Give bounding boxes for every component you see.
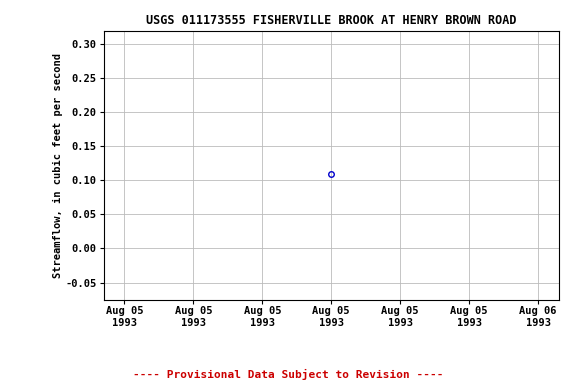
Text: ---- Provisional Data Subject to Revision ----: ---- Provisional Data Subject to Revisio… (132, 369, 444, 380)
Title: USGS 011173555 FISHERVILLE BROOK AT HENRY BROWN ROAD: USGS 011173555 FISHERVILLE BROOK AT HENR… (146, 14, 517, 27)
Y-axis label: Streamflow, in cubic feet per second: Streamflow, in cubic feet per second (52, 53, 63, 278)
